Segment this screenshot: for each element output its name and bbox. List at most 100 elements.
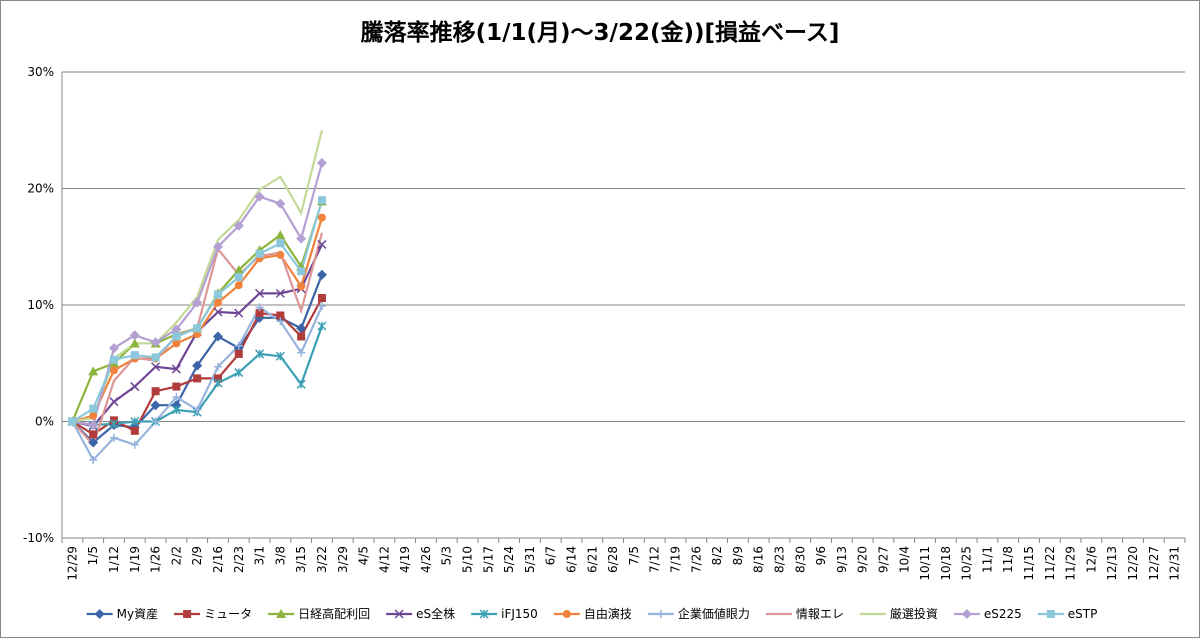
marker xyxy=(68,417,77,426)
marker xyxy=(151,387,160,396)
marker xyxy=(193,405,202,414)
marker xyxy=(296,323,307,334)
x-tick-label: 12/27 xyxy=(1147,546,1161,581)
x-tick-label: 11/15 xyxy=(1022,546,1036,581)
x-tick-label: 12/13 xyxy=(1105,546,1119,581)
marker xyxy=(213,362,222,371)
x-tick-label: 9/6 xyxy=(814,546,828,565)
x-tick-label: 12/20 xyxy=(1126,546,1140,581)
marker xyxy=(130,426,139,435)
x-tick-label: 8/16 xyxy=(752,546,766,573)
marker xyxy=(151,362,161,372)
x-tick-label: 11/8 xyxy=(1001,546,1015,573)
legend-label: 日経高配利回 xyxy=(298,606,370,621)
marker xyxy=(255,288,265,298)
x-tick-label: 7/5 xyxy=(627,546,641,565)
x-tick-label: 10/25 xyxy=(960,546,974,581)
x-tick-label: 12/31 xyxy=(1168,546,1182,581)
chart-title: 騰落率推移(1/1(月)～3/22(金))[損益ベース] xyxy=(361,19,840,46)
legend-label: 情報エレ xyxy=(796,607,844,621)
marker xyxy=(317,302,326,311)
x-tick-label: 9/20 xyxy=(856,546,870,573)
marker xyxy=(94,609,105,619)
marker xyxy=(151,353,160,362)
marker xyxy=(275,351,285,361)
marker xyxy=(89,404,98,413)
legend-label: iFJ150 xyxy=(501,607,538,621)
x-tick-label: 11/22 xyxy=(1043,546,1057,581)
x-tick-label: 2/2 xyxy=(169,546,183,565)
marker xyxy=(213,307,223,317)
marker xyxy=(316,157,327,168)
x-tick-label: 12/6 xyxy=(1084,546,1098,573)
marker xyxy=(172,393,181,402)
y-tick-label: 0% xyxy=(35,415,54,429)
x-tick-label: 2/23 xyxy=(232,546,246,573)
marker xyxy=(109,355,118,364)
legend: My資産 ミュータ 日経高配利回 eS全株 iFJ150 自由演技 企業価値眼力 情報エレ 厳選… xyxy=(86,606,1098,621)
x-tick-label: 4/5 xyxy=(357,546,371,565)
marker xyxy=(193,324,202,333)
x-tick-label: 3/29 xyxy=(336,546,350,573)
marker xyxy=(88,366,99,376)
marker xyxy=(276,239,285,248)
x-tick-label: 4/12 xyxy=(377,546,391,573)
marker xyxy=(172,332,181,341)
x-tick-label: 1/19 xyxy=(128,546,142,573)
x-tick-label: 12/29 xyxy=(65,546,79,581)
x-tick-label: 7/26 xyxy=(689,546,703,573)
marker xyxy=(317,213,326,222)
marker xyxy=(275,198,286,209)
x-tick-label: 9/13 xyxy=(835,546,849,573)
marker xyxy=(317,239,327,249)
marker xyxy=(233,220,244,231)
x-tick-label: 7/19 xyxy=(668,546,682,573)
marker xyxy=(297,282,306,291)
marker xyxy=(108,343,119,354)
marker xyxy=(129,338,140,348)
marker xyxy=(212,241,223,252)
marker xyxy=(316,269,327,280)
x-tick-label: 3/8 xyxy=(273,546,287,565)
marker xyxy=(233,265,244,275)
x-tick-label: 3/1 xyxy=(253,546,267,565)
marker xyxy=(255,309,264,318)
x-tick-label: 8/23 xyxy=(772,546,786,573)
legend-label: eSTP xyxy=(1068,607,1098,621)
marker xyxy=(130,440,139,449)
marker xyxy=(255,249,264,258)
x-tick-label: 9/27 xyxy=(876,546,890,573)
x-tick-label: 10/11 xyxy=(918,546,932,581)
marker xyxy=(317,321,327,331)
marker xyxy=(89,411,98,420)
x-tick-label: 1/12 xyxy=(107,546,121,573)
x-tick-label: 3/22 xyxy=(315,546,329,573)
x-tick-label: 4/19 xyxy=(398,546,412,573)
x-tick-label: 6/28 xyxy=(606,546,620,573)
marker xyxy=(213,374,222,383)
marker xyxy=(234,281,243,290)
marker xyxy=(234,349,243,358)
x-tick-label: 11/1 xyxy=(980,546,994,573)
marker xyxy=(234,341,243,350)
marker xyxy=(88,419,99,430)
marker xyxy=(130,382,140,392)
x-tick-label: 6/7 xyxy=(544,546,558,565)
marker xyxy=(109,433,118,442)
marker xyxy=(171,324,182,335)
marker xyxy=(213,298,222,307)
legend-label: eS全株 xyxy=(416,606,455,621)
marker xyxy=(275,230,286,240)
marker xyxy=(172,382,181,391)
marker xyxy=(296,379,306,389)
y-tick-label: 30% xyxy=(27,65,54,79)
legend-label: ミュータ xyxy=(204,607,252,621)
marker xyxy=(297,267,306,276)
x-tick-label: 5/24 xyxy=(502,546,516,573)
marker xyxy=(109,397,119,407)
marker xyxy=(296,233,307,244)
marker xyxy=(961,609,972,619)
x-tick-label: 2/9 xyxy=(190,546,204,565)
x-tick-label: 8/2 xyxy=(710,546,724,565)
marker xyxy=(317,196,326,205)
